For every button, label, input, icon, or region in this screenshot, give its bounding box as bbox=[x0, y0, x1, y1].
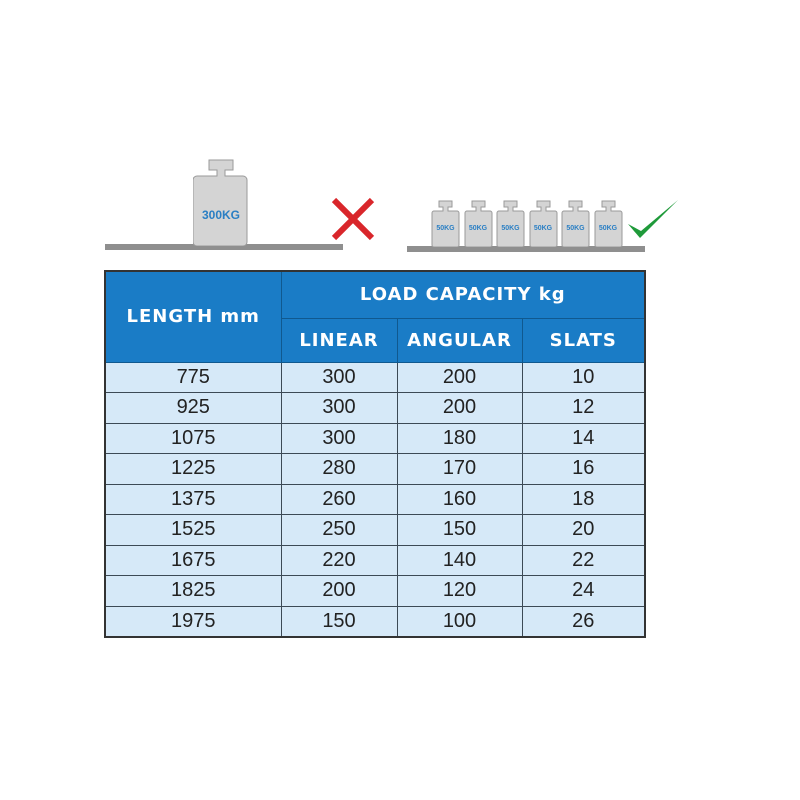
small-weight-label: 50KG bbox=[501, 225, 520, 232]
weight-icon bbox=[192, 159, 248, 247]
table-row: 1975 150 100 26 bbox=[104, 605, 646, 638]
small-weight-label: 50KG bbox=[598, 225, 618, 232]
cell-length: 1975 bbox=[104, 605, 282, 638]
cell-linear: 300 bbox=[280, 392, 398, 424]
left-shelf bbox=[105, 244, 343, 250]
cell-angular: 170 bbox=[396, 453, 523, 485]
green-checkmark-icon bbox=[628, 200, 678, 238]
weight-icon bbox=[496, 200, 525, 248]
cell-angular: 180 bbox=[396, 422, 523, 454]
weight-icon bbox=[529, 200, 557, 248]
weight-icon bbox=[431, 200, 460, 248]
cell-slats: 14 bbox=[521, 422, 646, 454]
big-weight-label: 300KG bbox=[201, 208, 241, 222]
cell-linear: 260 bbox=[280, 483, 398, 515]
weight-icon bbox=[594, 200, 622, 248]
header-length: LENGTH mm bbox=[104, 270, 282, 363]
weight-icon bbox=[561, 200, 590, 248]
small-weight: 50KG bbox=[594, 200, 623, 248]
header-load-capacity: LOAD CAPACITY kg bbox=[280, 270, 646, 319]
small-weight: 50KG bbox=[529, 200, 558, 248]
cell-slats: 26 bbox=[521, 605, 646, 638]
cell-slats: 22 bbox=[521, 544, 646, 576]
cell-slats: 18 bbox=[521, 483, 646, 515]
cell-angular: 200 bbox=[396, 392, 523, 424]
cell-slats: 16 bbox=[521, 453, 646, 485]
cell-length: 1075 bbox=[104, 422, 282, 454]
big-weight: 300KG bbox=[192, 158, 249, 247]
header-slats: SLATS bbox=[521, 317, 646, 363]
cell-length: 925 bbox=[104, 392, 282, 424]
cell-slats: 10 bbox=[521, 361, 646, 393]
small-weight-label: 50KG bbox=[468, 225, 488, 232]
cell-slats: 24 bbox=[521, 575, 646, 607]
cell-linear: 300 bbox=[280, 361, 398, 393]
small-weight-label: 50KG bbox=[566, 225, 585, 232]
table-row: 1375 260 160 18 bbox=[104, 483, 646, 515]
small-weight: 50KG bbox=[496, 200, 525, 248]
red-x-icon bbox=[331, 197, 375, 241]
cell-length: 775 bbox=[104, 361, 282, 393]
cell-linear: 150 bbox=[280, 605, 398, 638]
small-weight: 50KG bbox=[431, 200, 460, 248]
cell-length: 1525 bbox=[104, 514, 282, 546]
table-row: 1225 280 170 16 bbox=[104, 453, 646, 485]
table-row: 1075 300 180 14 bbox=[104, 422, 646, 454]
cell-linear: 200 bbox=[280, 575, 398, 607]
small-weight: 50KG bbox=[561, 200, 590, 248]
table-row: 1825 200 120 24 bbox=[104, 575, 646, 607]
table-row: 1525 250 150 20 bbox=[104, 514, 646, 546]
cell-length: 1375 bbox=[104, 483, 282, 515]
cell-slats: 12 bbox=[521, 392, 646, 424]
table-row: 925 300 200 12 bbox=[104, 392, 646, 424]
cell-angular: 150 bbox=[396, 514, 523, 546]
cell-slats: 20 bbox=[521, 514, 646, 546]
cell-linear: 280 bbox=[280, 453, 398, 485]
cell-angular: 160 bbox=[396, 483, 523, 515]
cell-length: 1825 bbox=[104, 575, 282, 607]
cell-length: 1225 bbox=[104, 453, 282, 485]
cell-linear: 300 bbox=[280, 422, 398, 454]
cell-angular: 140 bbox=[396, 544, 523, 576]
small-weight-label: 50KG bbox=[533, 225, 553, 232]
load-capacity-table: LENGTH mm LOAD CAPACITY kg LINEAR ANGULA… bbox=[104, 270, 646, 638]
cell-linear: 250 bbox=[280, 514, 398, 546]
cell-angular: 200 bbox=[396, 361, 523, 393]
right-shelf bbox=[407, 246, 645, 252]
weight-icon bbox=[464, 200, 492, 248]
header-angular: ANGULAR bbox=[396, 317, 523, 363]
table-row: 775 300 200 10 bbox=[104, 361, 646, 393]
small-weight-label: 50KG bbox=[436, 225, 455, 232]
cell-linear: 220 bbox=[280, 544, 398, 576]
small-weight: 50KG bbox=[464, 200, 493, 248]
table-row: 1675 220 140 22 bbox=[104, 544, 646, 576]
header-linear: LINEAR bbox=[280, 317, 398, 363]
cell-angular: 120 bbox=[396, 575, 523, 607]
cell-length: 1675 bbox=[104, 544, 282, 576]
cell-angular: 100 bbox=[396, 605, 523, 638]
